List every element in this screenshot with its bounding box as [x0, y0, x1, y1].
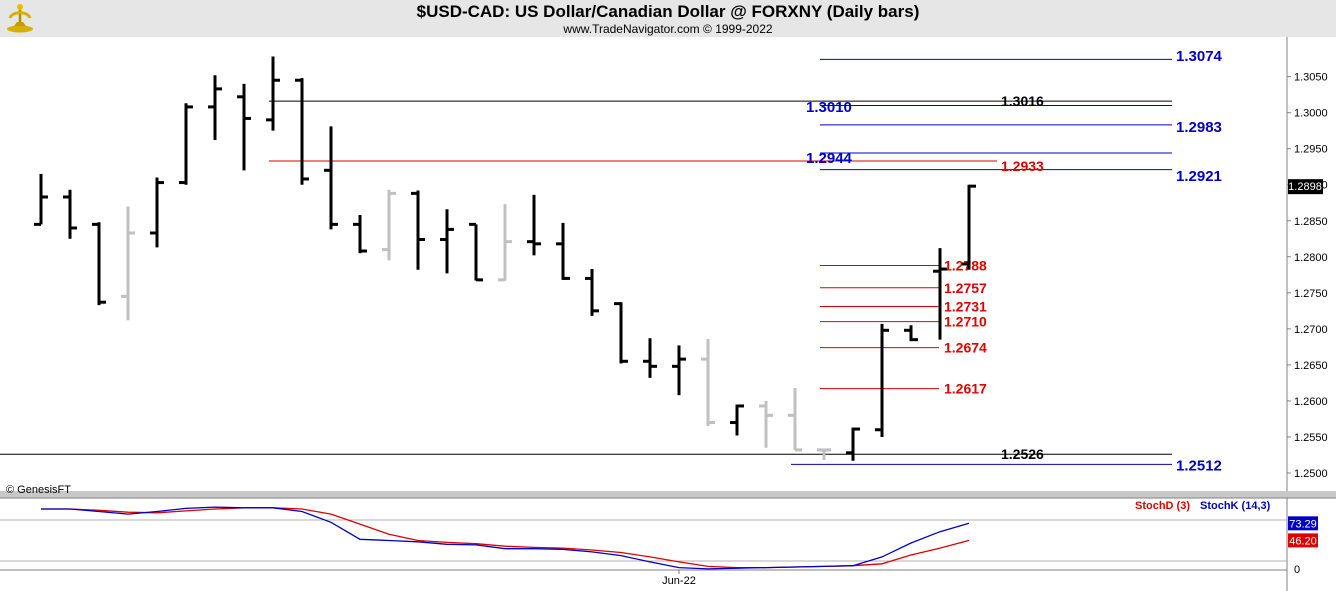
ohlc-bar — [121, 206, 135, 321]
ohlc-bar — [179, 103, 193, 185]
level-label: 1.3016 — [1001, 93, 1044, 109]
ohlc-bar — [875, 323, 889, 437]
ohlc-bar — [556, 222, 570, 280]
stoch-d-legend: StochD (3) — [1135, 500, 1190, 512]
level-label: 1.2710 — [944, 314, 987, 330]
x-tick-label: Jun-22 — [662, 575, 696, 587]
stoch-d-value: 46.20 — [1289, 535, 1317, 547]
ohlc-bar — [614, 302, 628, 364]
ohlc-bar — [266, 56, 280, 131]
ohlc-bar — [846, 427, 860, 461]
y-tick-label: 1.2500 — [1294, 468, 1328, 480]
y-tick-label: 1.3000 — [1294, 108, 1328, 120]
last-price-label: 1.2898 — [1288, 181, 1322, 193]
ohlc-bar — [788, 387, 802, 452]
ohlc-bar — [904, 325, 918, 342]
stoch-k-line — [41, 506, 970, 570]
price-axis-background — [1287, 37, 1336, 591]
ohlc-bar — [34, 173, 48, 226]
ohlc-bar — [730, 404, 744, 436]
y-tick-label: 1.2850 — [1294, 216, 1328, 228]
ohlc-bar — [498, 204, 512, 282]
y-tick-label: 1.2750 — [1294, 288, 1328, 300]
stoch-k-badge: 73.29 — [1288, 516, 1318, 531]
ohlc-bar — [382, 189, 396, 261]
stoch-d-badge: 46.20 — [1288, 533, 1318, 548]
y-tick-label: 1.2550 — [1294, 432, 1328, 444]
level-label: 1.2617 — [944, 381, 987, 397]
level-label: 1.3074 — [1176, 48, 1223, 65]
stoch-k-value: 73.29 — [1289, 518, 1317, 530]
ohlc-bar — [440, 209, 454, 274]
ohlc-bar — [237, 83, 251, 171]
stoch-d-line — [41, 507, 970, 569]
ohlc-bar — [817, 448, 831, 461]
y-tick-label: 1.2650 — [1294, 360, 1328, 372]
chart-title: $USD-CAD: US Dollar/Canadian Dollar @ FO… — [416, 2, 920, 21]
ohlc-bar — [353, 214, 367, 254]
ohlc-bar — [759, 400, 773, 448]
stoch-zero-label: 0 — [1294, 564, 1300, 576]
chart-header: $USD-CAD: US Dollar/Canadian Dollar @ FO… — [0, 0, 1336, 37]
ohlc-bar — [527, 194, 541, 256]
ohlc-bar — [411, 190, 425, 270]
stoch-k-legend: StochK (14,3) — [1200, 500, 1271, 512]
level-label: 1.2944 — [806, 150, 853, 167]
y-tick-label: 1.2950 — [1294, 144, 1328, 156]
ohlc-bar — [295, 78, 309, 185]
price-axis-ticks: 1.2500 1.2550 1.2600 1.2650 1.2700 1.2750 1.28… — [1287, 72, 1328, 480]
y-tick-label: 1.3050 — [1294, 72, 1328, 84]
price-bars — [34, 56, 976, 461]
panel-splitter[interactable] — [0, 491, 1336, 498]
ohlc-bar — [933, 248, 947, 340]
ohlc-bar — [63, 189, 77, 239]
level-label: 1.2674 — [944, 340, 987, 356]
level-label: 1.2526 — [1001, 446, 1044, 462]
trade-navigator-logo-icon — [7, 4, 33, 33]
ohlc-bar — [701, 338, 715, 427]
y-tick-label: 1.2600 — [1294, 396, 1328, 408]
price-levels: 1.3074 1.3016 1.3010 1.2983 1.2944 1.2933 1.29… — [0, 48, 1223, 474]
level-label: 1.2731 — [944, 299, 987, 315]
last-price-badge: 1.2898 — [1288, 179, 1323, 195]
level-label: 1.2933 — [1001, 158, 1044, 174]
level-label: 1.3010 — [806, 99, 852, 116]
ohlc-bar — [208, 75, 222, 141]
stochastic-panel — [41, 506, 970, 570]
y-tick-label: 1.2700 — [1294, 324, 1328, 336]
ohlc-bar — [92, 222, 106, 306]
level-label: 1.2983 — [1176, 119, 1222, 136]
level-label: 1.2921 — [1176, 168, 1222, 185]
level-label: 1.2757 — [944, 280, 987, 296]
ohlc-bar — [643, 338, 657, 378]
y-tick-label: 1.2800 — [1294, 252, 1328, 264]
ohlc-bar — [672, 345, 686, 396]
chart-area: 1.2500 1.2550 1.2600 1.2650 1.2700 1.2750 1.28… — [0, 37, 1336, 591]
ohlc-bar — [585, 269, 599, 316]
ohlc-bar — [324, 126, 338, 230]
chart-subtitle: www.TradeNavigator.com © 1999-2022 — [563, 22, 773, 36]
ohlc-bar — [469, 222, 483, 282]
ohlc-bar — [150, 177, 164, 248]
copyright-label: © GenesisFT — [6, 484, 71, 496]
ohlc-bar — [962, 184, 976, 270]
level-label: 1.2512 — [1176, 457, 1222, 474]
